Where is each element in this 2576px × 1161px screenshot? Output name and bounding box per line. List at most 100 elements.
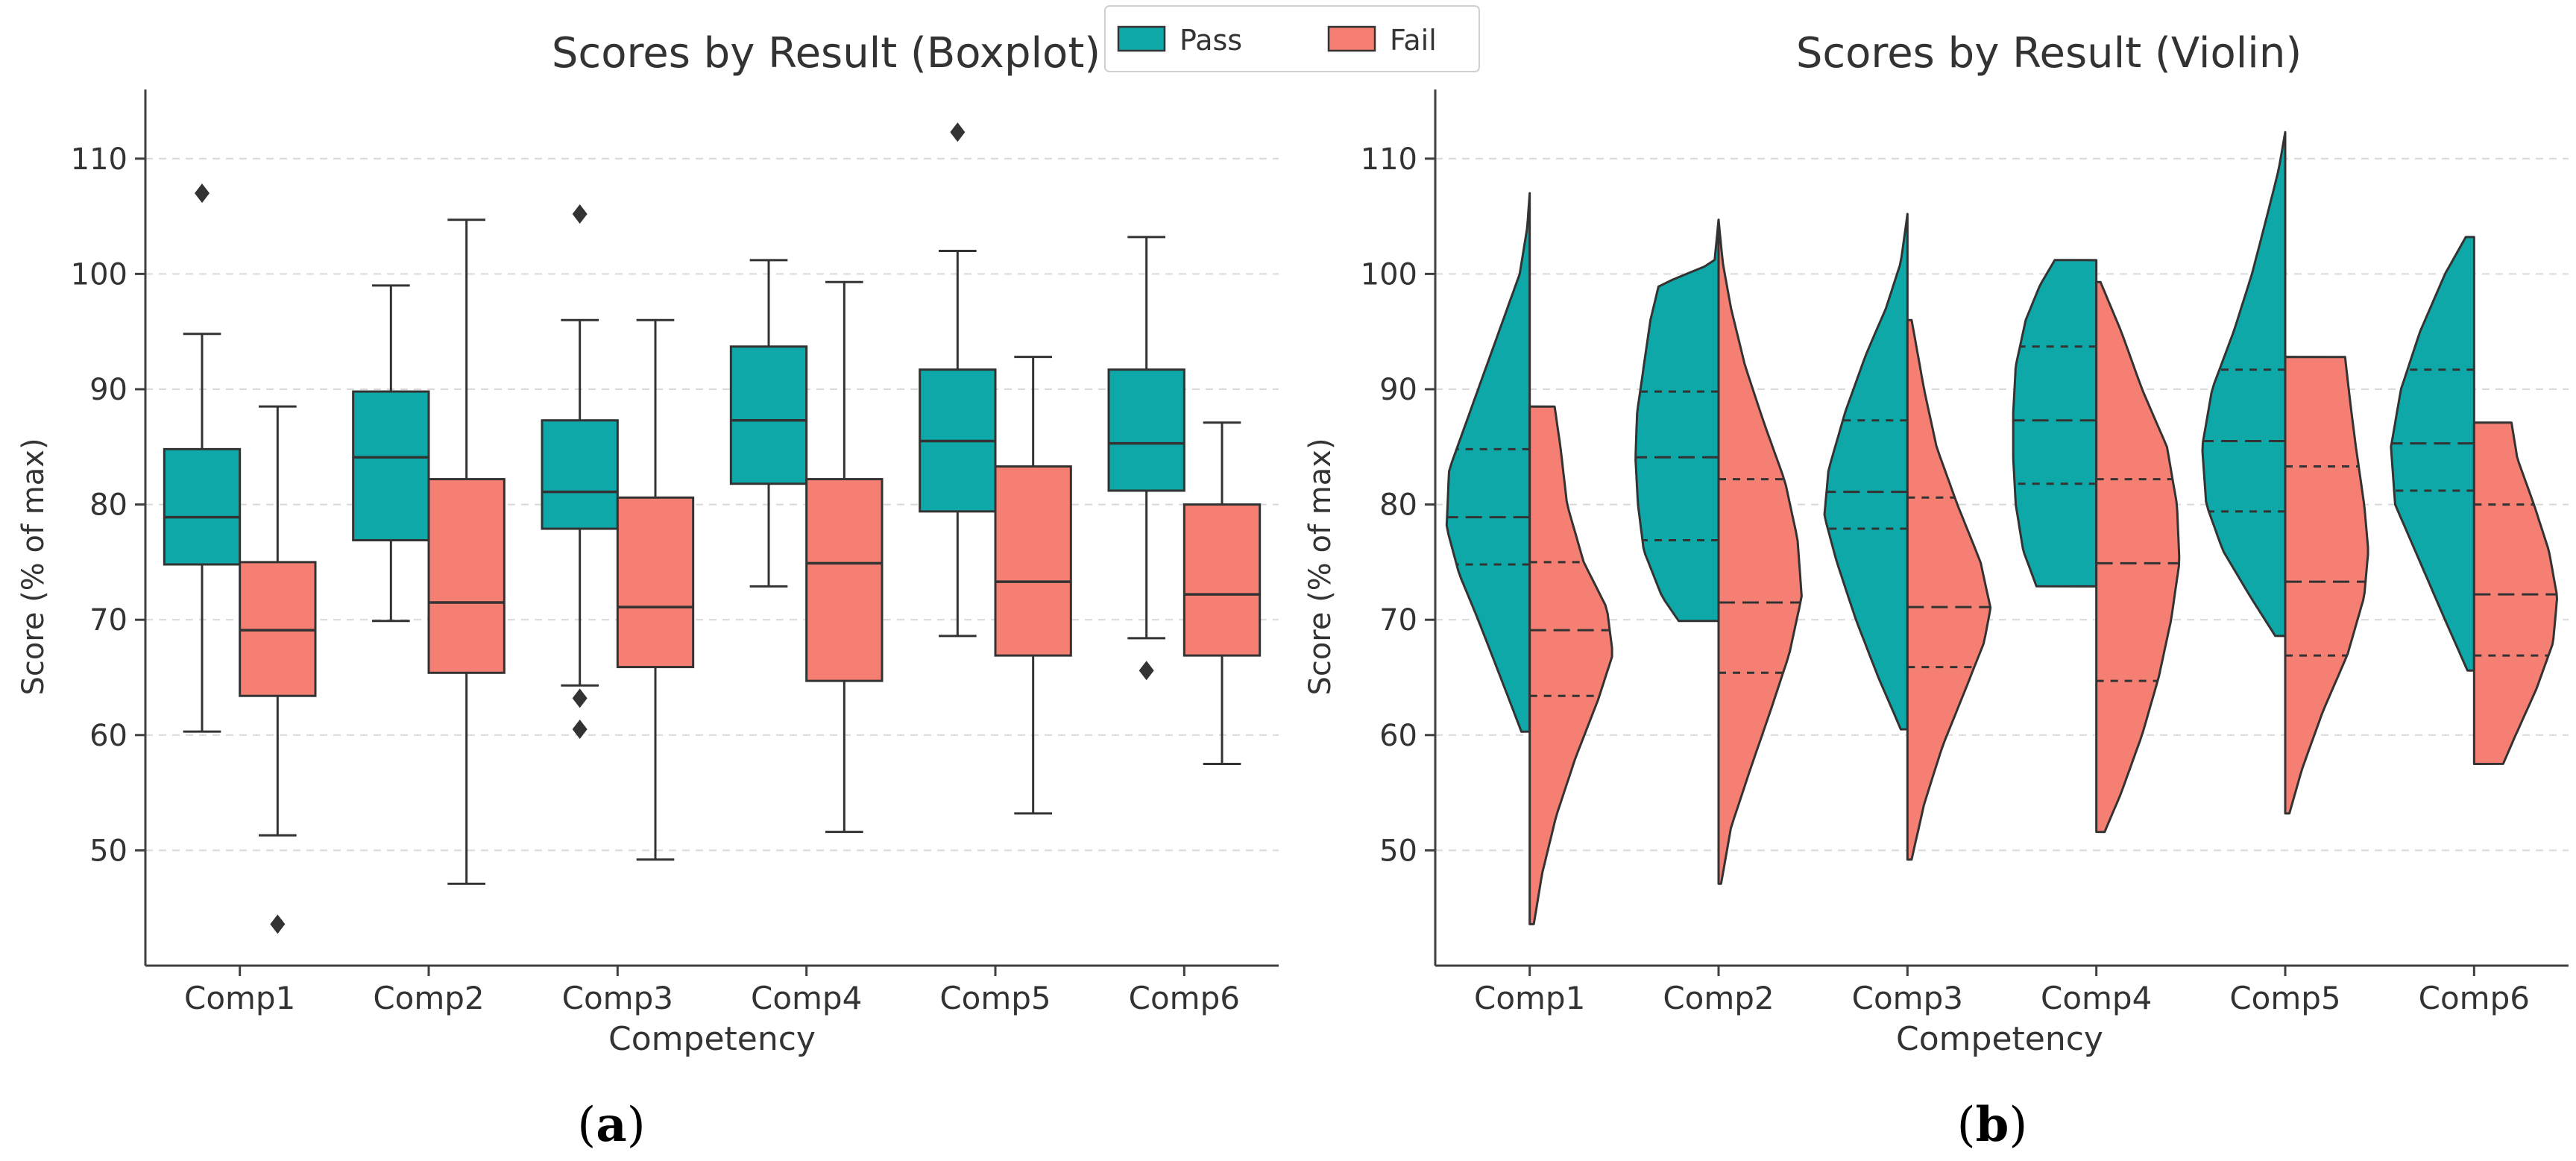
- box-pass-comp4: [729, 259, 808, 588]
- outlier-marker: [950, 122, 966, 142]
- violin-fail-comp5: [2284, 356, 2369, 815]
- legend-pass-label: Pass: [1180, 24, 1242, 57]
- x-tick-label: Comp3: [562, 980, 673, 1016]
- violin-title: Scores by Result (Violin): [1796, 29, 2302, 78]
- violin-fail-comp1: [1528, 405, 1613, 925]
- x-tick-label: Comp4: [751, 980, 862, 1016]
- y-tick-label: 90: [1379, 373, 1417, 407]
- y-tick-label: 80: [1379, 488, 1417, 523]
- outlier-marker: [572, 720, 588, 740]
- violin-body: [2095, 280, 2181, 834]
- panel-label-b: (b): [1957, 1097, 2028, 1153]
- boxplot-title: Scores by Result (Boxplot): [552, 29, 1100, 78]
- box-iqr: [1107, 368, 1185, 492]
- box-fail-comp2: [427, 218, 506, 885]
- legend-fail-label: Fail: [1390, 24, 1437, 57]
- y-tick-label: 50: [89, 834, 127, 868]
- y-tick-label: 60: [1379, 719, 1417, 753]
- violin-pass-comp1: [1445, 192, 1531, 733]
- boxplot-x-axis-label: Competency: [608, 1020, 816, 1058]
- x-tick-label: Comp4: [2041, 980, 2152, 1016]
- box-pass-comp1: [163, 183, 242, 733]
- outlier-marker: [1139, 661, 1154, 681]
- violin-x-axis-label: Competency: [1896, 1020, 2103, 1058]
- violin-fail-comp4: [2095, 280, 2181, 834]
- boxplot-axes: 50 60 70 80 90 100 110 Comp1 Comp2 Comp3 Comp4 Comp…: [71, 89, 1279, 1016]
- y-tick-label: 110: [71, 142, 127, 177]
- outlier-marker: [270, 914, 286, 934]
- violin-gridlines: [1435, 157, 2569, 852]
- violin-fail-comp2: [1717, 218, 1803, 885]
- outlier-marker: [195, 183, 210, 204]
- x-tick-label: Comp2: [1663, 980, 1774, 1016]
- violin-body: [1528, 405, 1613, 925]
- boxplot-panel: Scores by Result (Boxplot) Score (% of m…: [16, 29, 1279, 1058]
- violin-pass-comp2: [1634, 218, 1720, 623]
- violin-body: [2284, 356, 2369, 815]
- box-iqr: [163, 447, 242, 566]
- box-pass-comp2: [352, 284, 430, 623]
- panel-label-b-letter: b: [1976, 1097, 2009, 1153]
- box-iqr: [994, 465, 1072, 657]
- violin-pass-comp6: [2390, 236, 2475, 672]
- violin-body: [1823, 213, 1909, 731]
- violin-axes: 50 60 70 80 90 100 110 Comp1 Comp2 Comp3 Comp4 Comp…: [1361, 89, 2569, 1016]
- legend: Pass Fail: [1104, 5, 1480, 72]
- boxplot-marks: [163, 122, 1262, 934]
- x-tick-label: Comp5: [2229, 980, 2340, 1016]
- box-fail-comp4: [805, 280, 884, 834]
- violin-body: [2472, 421, 2558, 765]
- violin-pass-comp4: [2012, 259, 2098, 588]
- panel-label-a-close: ): [627, 1098, 646, 1153]
- boxplot-gridlines: [145, 157, 1279, 852]
- box-iqr: [805, 478, 884, 682]
- y-tick-label: 100: [71, 257, 127, 292]
- violin-fail-comp6: [2472, 421, 2558, 765]
- x-tick-label: Comp6: [1129, 980, 1240, 1016]
- violin-pass-comp3: [1823, 213, 1909, 731]
- y-tick-label: 100: [1361, 257, 1417, 292]
- box-pass-comp3: [541, 204, 619, 740]
- x-tick-label: Comp5: [939, 980, 1051, 1016]
- box-iqr: [352, 390, 430, 542]
- box-iqr: [616, 496, 695, 669]
- violin-panel: Scores by Result (Violin) Score (% of ma…: [1303, 29, 2569, 1058]
- panel-label-a-letter: a: [596, 1097, 626, 1153]
- y-tick-label: 70: [1379, 603, 1417, 638]
- legend-frame: [1104, 5, 1480, 72]
- y-tick-label: 90: [89, 373, 127, 407]
- box-fail-comp1: [239, 405, 317, 934]
- box-iqr: [1182, 503, 1262, 657]
- legend-fail-swatch: [1327, 25, 1376, 52]
- y-tick-label: 50: [1379, 834, 1417, 868]
- violin-body: [1445, 192, 1531, 733]
- violin-pass-comp5: [2201, 130, 2287, 638]
- panel-label-b-close: ): [2009, 1098, 2027, 1153]
- box-pass-comp5: [919, 122, 997, 638]
- violin-y-axis-label: Score (% of max): [1303, 438, 1338, 695]
- violin-body: [1717, 218, 1803, 885]
- violin-fail-comp3: [1906, 318, 1992, 861]
- violin-body: [1634, 218, 1720, 623]
- outlier-marker: [572, 688, 588, 708]
- boxplot-y-axis-label: Score (% of max): [16, 438, 51, 695]
- panel-label-a: (a): [577, 1097, 645, 1153]
- y-tick-label: 60: [89, 719, 127, 753]
- legend-pass-swatch: [1117, 25, 1166, 52]
- x-tick-label: Comp2: [373, 980, 484, 1016]
- violin-body: [2012, 259, 2098, 588]
- y-tick-label: 80: [89, 488, 127, 523]
- panel-label-b-open: (: [1957, 1098, 1976, 1153]
- y-tick-label: 110: [1361, 142, 1417, 177]
- box-iqr: [729, 345, 808, 485]
- box-iqr: [427, 478, 506, 674]
- panel-label-a-open: (: [577, 1098, 596, 1153]
- violin-body: [1906, 318, 1992, 861]
- violin-body: [2201, 130, 2287, 638]
- x-tick-label: Comp1: [184, 980, 295, 1016]
- box-fail-comp5: [994, 356, 1072, 815]
- y-tick-label: 70: [89, 603, 127, 638]
- violin-body: [2390, 236, 2475, 672]
- x-tick-label: Comp1: [1474, 980, 1585, 1016]
